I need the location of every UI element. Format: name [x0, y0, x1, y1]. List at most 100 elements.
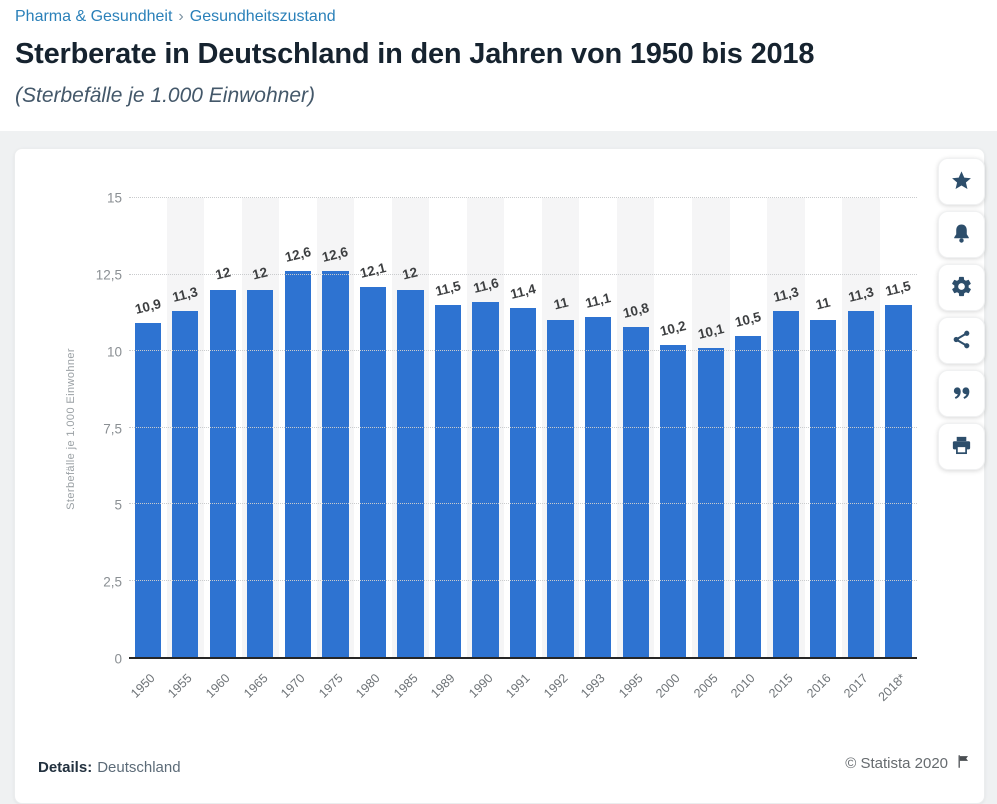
- bar-1989[interactable]: [434, 305, 462, 657]
- bar-1993[interactable]: [585, 317, 612, 657]
- bar-value-label: 12: [213, 264, 232, 283]
- bar-2017[interactable]: [847, 311, 874, 657]
- bell-icon: [950, 222, 973, 248]
- x-axis-label: 1950: [128, 671, 158, 701]
- x-axis-label: 2005: [691, 671, 721, 701]
- bar-value-label: 10,5: [733, 308, 763, 330]
- x-axis-label: 1980: [353, 671, 383, 701]
- page-title: Sterberate in Deutschland in den Jahren …: [15, 38, 815, 70]
- chart-column: 11,3 1955: [166, 198, 205, 701]
- cite-button[interactable]: [938, 370, 985, 417]
- bar-1955[interactable]: [172, 311, 199, 657]
- bar-value-label: 11,1: [583, 290, 613, 312]
- chart-column: 10,9 1950: [128, 198, 167, 701]
- breadcrumb: Pharma & Gesundheit › Gesundheitszustand: [15, 8, 981, 26]
- bar-1985[interactable]: [397, 289, 424, 657]
- x-axis-label: 1955: [165, 671, 196, 701]
- bar-value-label: 12,6: [283, 244, 313, 266]
- breadcrumb-link-gesundheitszustand[interactable]: Gesundheitszustand: [189, 8, 336, 25]
- chart-card: Sterbefälle je 1.000 Einwohner 0 2,5 5 7,5 1…: [14, 148, 985, 804]
- copyright-line: © Statista 2020: [845, 753, 972, 773]
- chart-column: 10,5 2010: [729, 198, 768, 701]
- chart-column: 11 2016: [804, 198, 843, 701]
- bar-1995[interactable]: [622, 326, 649, 657]
- bar-2000[interactable]: [660, 344, 687, 657]
- printer-icon: [950, 434, 973, 460]
- breadcrumb-link-pharma-gesundheit[interactable]: Pharma & Gesundheit: [15, 8, 173, 25]
- y-axis-tick: 2,5: [103, 574, 122, 590]
- plot-area: 10,9 1950 11,3 1955 12 1960 12 1965 12,6 1970 12,6…: [128, 197, 918, 704]
- chart-toolbar: [938, 158, 985, 470]
- favorite-button[interactable]: [938, 158, 985, 205]
- gear-icon: [950, 275, 973, 301]
- bar-1960[interactable]: [209, 289, 236, 657]
- bar-value-label: 12,1: [358, 259, 388, 281]
- settings-button[interactable]: [938, 264, 985, 311]
- bar-1991[interactable]: [509, 308, 537, 657]
- bar-1970[interactable]: [284, 271, 312, 657]
- page-header: Pharma & Gesundheit › Gesundheitszustand S…: [0, 0, 997, 131]
- chart-column: 12,6 1975: [316, 198, 355, 701]
- print-button[interactable]: [938, 423, 985, 470]
- chart-column: 10,1 2005: [691, 198, 730, 701]
- chart-column: 10,8 1995: [616, 198, 655, 701]
- chart-column: 11,3 2015: [766, 198, 805, 701]
- chart-column: 12 1965: [241, 198, 280, 701]
- x-axis-label: 1995: [616, 671, 646, 701]
- bar-1980[interactable]: [359, 286, 387, 657]
- bar-value-label: 11,5: [433, 278, 463, 299]
- bar-1975[interactable]: [322, 271, 349, 657]
- chart-column: 11,5 1989: [428, 198, 467, 700]
- chart-column: 11,5 2018*: [875, 198, 918, 704]
- x-axis-label: 1993: [578, 671, 609, 701]
- x-axis-label: 1970: [278, 671, 308, 701]
- chart-column: 12,1 1980: [353, 198, 392, 701]
- y-axis-tick: 15: [106, 190, 122, 206]
- chart-column: 11,6 1990: [466, 198, 505, 701]
- bar-2018*[interactable]: [885, 305, 912, 657]
- chart-stage: Sterbefälle je 1.000 Einwohner 0 2,5 5 7,5 1…: [0, 131, 997, 804]
- bar-2005[interactable]: [697, 347, 724, 657]
- bar-value-label: 11: [814, 294, 833, 313]
- bar-value-label: 10,2: [658, 317, 688, 339]
- bar-value-label: 10,9: [133, 296, 163, 318]
- bar-1950[interactable]: [134, 323, 161, 657]
- chart-column: 11,4 1991: [503, 198, 542, 700]
- x-axis-label: 1991: [503, 671, 533, 701]
- share-icon: [950, 328, 973, 354]
- chart-column: 10,2 2000: [654, 198, 692, 701]
- share-button[interactable]: [938, 317, 985, 364]
- bar-1965[interactable]: [247, 289, 274, 657]
- x-axis-label: 2018*: [875, 671, 909, 705]
- breadcrumb-separator: ›: [178, 8, 184, 25]
- y-axis: 0 2,5 5 7,5 10 12,5 15: [15, 191, 122, 667]
- details-label: Details:: [38, 759, 93, 776]
- notification-button[interactable]: [938, 211, 985, 258]
- bar-2015[interactable]: [772, 311, 799, 657]
- bar-2016[interactable]: [810, 320, 837, 657]
- details-value: Deutschland: [97, 759, 181, 776]
- details-line: Details: Deutschland: [38, 759, 181, 776]
- x-axis-label: 2015: [766, 671, 796, 701]
- quote-icon: [950, 381, 973, 407]
- flag-icon: [955, 753, 972, 773]
- x-axis-label: 2016: [803, 671, 834, 701]
- chart-column: 11,1 1993: [578, 198, 617, 700]
- y-axis-tick: 7,5: [103, 421, 122, 436]
- chart-column: 11,3 2017: [841, 198, 880, 701]
- x-axis-label: 1985: [390, 671, 421, 701]
- x-axis-label: 1992: [540, 671, 571, 701]
- y-axis-tick: 12,5: [95, 267, 122, 283]
- chart-column: 12 1985: [391, 198, 430, 701]
- y-axis-tick: 0: [114, 651, 122, 667]
- x-axis-label: 1965: [240, 671, 271, 701]
- bar-value-label: 11,4: [508, 281, 538, 303]
- bar-value-label: 11,5: [884, 278, 913, 299]
- x-axis-label: 1960: [203, 671, 233, 701]
- bar-1992[interactable]: [547, 320, 574, 657]
- x-axis-label: 2017: [841, 671, 871, 701]
- bar-2010[interactable]: [735, 335, 762, 657]
- y-axis-tick: 5: [114, 497, 122, 513]
- report-flag-button[interactable]: [955, 753, 972, 773]
- bar-1990[interactable]: [472, 302, 499, 657]
